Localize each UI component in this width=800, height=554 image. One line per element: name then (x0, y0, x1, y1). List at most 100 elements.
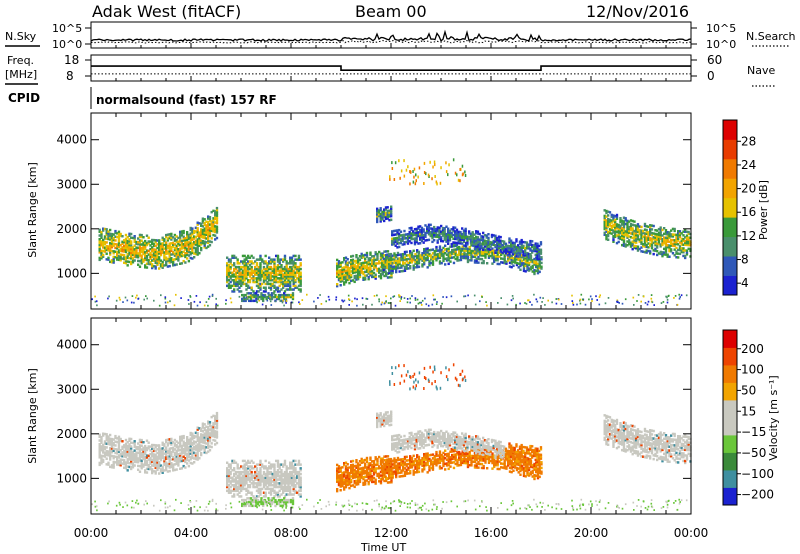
velocity-cell (261, 463, 264, 466)
power-cell (423, 253, 426, 257)
power-cell (154, 256, 157, 259)
velocity-cell (147, 465, 150, 469)
power-cell (521, 255, 524, 259)
power-cell (443, 227, 446, 230)
velocity-cell (154, 444, 157, 447)
power-cell (482, 252, 485, 255)
power-cell (381, 301, 383, 304)
power-cell (344, 271, 348, 274)
power-cell (605, 209, 608, 213)
power-cell (531, 251, 534, 254)
velocity-cell (151, 468, 154, 471)
velocity-cell (252, 461, 255, 464)
power-cell (610, 215, 613, 218)
power-cell (603, 226, 606, 229)
power-cell (208, 230, 212, 234)
power-cell (369, 266, 372, 269)
velocity-cell (156, 444, 159, 447)
power-cell (529, 266, 533, 269)
power-cell (680, 294, 683, 297)
velocity-cell (259, 476, 262, 479)
power-cell (236, 288, 239, 291)
power-cell (497, 235, 501, 238)
power-cell (415, 231, 418, 234)
power-cell (156, 259, 159, 263)
power-cell (422, 228, 425, 231)
velocity-cell (109, 450, 112, 454)
power-cell (536, 242, 539, 246)
power-cell (379, 212, 382, 216)
velocity-cell (130, 452, 133, 456)
power-cell (362, 256, 365, 259)
power-cell (626, 225, 629, 228)
power-cell (680, 247, 683, 250)
power-cell (605, 222, 608, 226)
velocity-cell (130, 467, 133, 471)
power-cell (276, 258, 280, 261)
power-cell (455, 230, 459, 233)
power-cell (475, 243, 478, 246)
power-cell (414, 266, 417, 269)
power-cell (215, 218, 219, 221)
power-cell (177, 236, 180, 240)
power-cell (647, 233, 650, 236)
power-cell (250, 254, 253, 258)
power-cell (123, 246, 126, 250)
velocity-cell (201, 435, 205, 439)
power-cell (612, 236, 615, 240)
power-cell (451, 256, 454, 259)
power-cell (344, 256, 348, 259)
velocity-cell (208, 421, 212, 424)
velocity-cell (234, 476, 238, 479)
velocity-cell (116, 450, 119, 453)
velocity-cell (245, 463, 248, 466)
power-cell (365, 264, 369, 268)
velocity-cell (191, 434, 194, 437)
power-cell (390, 213, 393, 216)
power-cell (654, 249, 657, 252)
power-cell (636, 228, 640, 232)
power-cell (299, 279, 302, 282)
power-cell (405, 250, 408, 254)
power-cell (191, 227, 194, 230)
velocity-cell (189, 431, 192, 435)
power-cell (687, 243, 690, 247)
power-cell (177, 240, 180, 243)
power-cell (238, 295, 241, 298)
power-cell (238, 282, 241, 286)
power-cell (130, 251, 133, 254)
power-cell (519, 257, 522, 260)
power-cell (196, 253, 199, 256)
power-cell (280, 279, 283, 282)
power-cell (454, 226, 457, 229)
power-cell (418, 166, 421, 170)
power-cell (215, 225, 219, 229)
velocity-cell (241, 478, 245, 481)
noise-strip: 10^5 10^0 10^5 10^0 N.Sky N.Search (5, 21, 796, 51)
power-cell (257, 265, 260, 269)
power-cell (344, 262, 348, 265)
power-cell (494, 236, 497, 239)
power-cell (487, 238, 490, 242)
power-cell (269, 262, 273, 265)
power-cell (478, 245, 481, 249)
power-cell (445, 257, 449, 260)
power-cell (650, 245, 654, 248)
power-cell (467, 294, 469, 297)
velocity-cell (138, 451, 142, 455)
power-cell (187, 237, 191, 240)
power-cell (215, 297, 217, 300)
velocity-cell (241, 487, 245, 491)
velocity-cell (193, 436, 196, 440)
power-cell (675, 237, 678, 240)
power-cell (188, 303, 190, 305)
power-cell (191, 229, 194, 232)
velocity-cell (226, 470, 229, 474)
power-cell (465, 255, 468, 258)
power-cell (172, 245, 175, 248)
power-cell (214, 213, 217, 217)
power-cell (369, 272, 372, 275)
power-cell (343, 299, 346, 302)
power-cell (524, 254, 527, 257)
velocity-cell (154, 470, 157, 473)
